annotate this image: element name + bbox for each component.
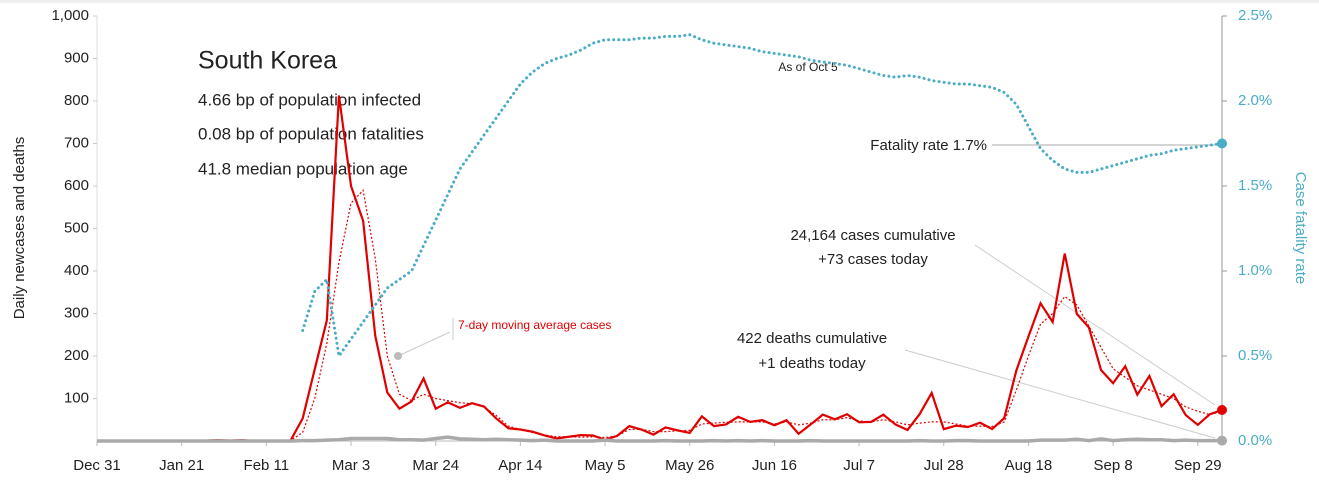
x-tick-label: May 5 <box>585 457 626 474</box>
x-tick-label: Aug 18 <box>1005 457 1053 474</box>
x-tick-label: Jul 28 <box>924 457 964 474</box>
annotation: Fatality rate 1.7% <box>870 137 987 154</box>
y-tick-label: 900 <box>64 49 89 66</box>
x-tick-label: May 26 <box>665 457 714 474</box>
y2-tick-label: 2.0% <box>1238 92 1272 109</box>
annotation: 422 deaths cumulative <box>737 330 887 347</box>
x-tick-label: Jun 16 <box>752 457 797 474</box>
y-tick-label: 600 <box>64 177 89 194</box>
annotation: 24,164 cases cumulative <box>790 227 955 244</box>
annotation: As of Oct 5 <box>778 60 838 74</box>
end-dot <box>1217 404 1227 415</box>
y2-tick-label: 2.5% <box>1238 7 1272 24</box>
leader-line <box>904 349 1216 439</box>
y2-tick-label: 0.5% <box>1238 347 1272 364</box>
end-dot <box>1217 435 1227 446</box>
x-tick-label: Apr 14 <box>498 457 542 474</box>
x-tick-label: Mar 3 <box>332 457 370 474</box>
subtitle: 0.08 bp of population fatalities <box>198 124 424 143</box>
series-line <box>301 33 1224 360</box>
subtitle: 41.8 median population age <box>198 159 408 178</box>
x-tick-label: Jan 21 <box>159 457 204 474</box>
x-tick-label: Feb 11 <box>244 457 290 474</box>
series-line <box>97 95 1223 443</box>
leader-dot <box>394 352 402 360</box>
y-tick-label: 400 <box>64 262 89 279</box>
y2-tick-label: 0.0% <box>1238 432 1272 449</box>
x-tick-label: Jul 7 <box>843 457 875 474</box>
annotation: 7-day moving average cases <box>458 318 611 332</box>
y-tick-label: 100 <box>64 389 89 406</box>
x-tick-label: Mar 24 <box>412 457 459 474</box>
annotation: +73 cases today <box>818 251 928 268</box>
x-tick-label: Dec 31 <box>73 457 121 474</box>
x-tick-label: Sep 29 <box>1174 457 1222 474</box>
annotation: +1 deaths today <box>758 355 866 372</box>
end-dot <box>1217 138 1227 149</box>
series-line <box>97 435 1222 443</box>
y-tick-label: 1,000 <box>51 7 89 24</box>
y-tick-label: 700 <box>64 134 89 151</box>
y-tick-label: 500 <box>64 219 89 236</box>
y-tick-label: 300 <box>64 304 89 321</box>
series-line <box>97 188 1223 442</box>
y2-tick-label: 1.5% <box>1238 177 1272 194</box>
leader-line <box>974 244 1216 406</box>
y2-axis-title: Case fatality rate <box>1292 172 1309 285</box>
top-strip <box>0 0 1319 3</box>
x-tick-label: Sep 8 <box>1094 457 1133 474</box>
y2-tick-label: 1.0% <box>1238 262 1272 279</box>
y-tick-label: 800 <box>64 92 89 109</box>
subtitle: 4.66 bp of population infected <box>198 90 421 109</box>
y-tick-label: 200 <box>64 347 89 364</box>
y-axis-title: Daily newcases and deaths <box>11 137 28 320</box>
chart-title: South Korea <box>198 47 337 75</box>
leader-line <box>397 331 451 357</box>
